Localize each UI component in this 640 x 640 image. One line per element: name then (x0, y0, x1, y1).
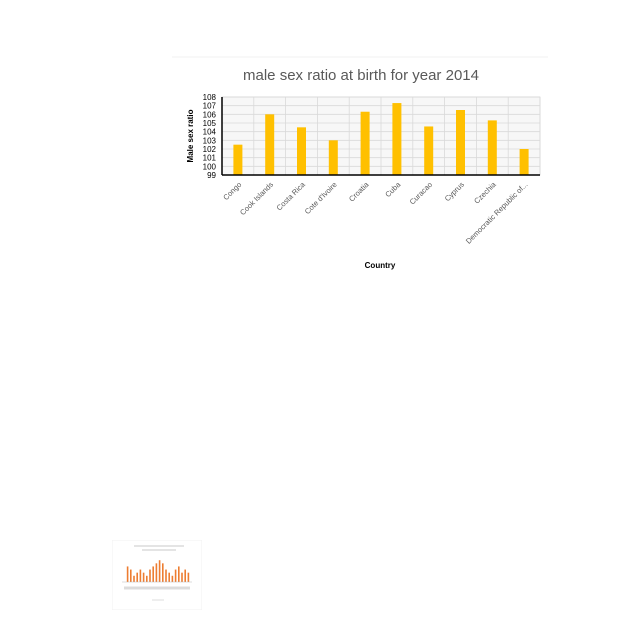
y-tick-label: 105 (203, 119, 217, 128)
bar (456, 110, 465, 175)
x-tick-label: Curacao (408, 180, 434, 206)
thumbnail-bar (155, 563, 158, 582)
bars (233, 103, 529, 175)
thumbnail-bar (168, 572, 170, 582)
thumbnail-bar (162, 563, 164, 582)
thumbnail-chart (112, 540, 202, 610)
thumbnail-bar (133, 575, 135, 582)
bar (328, 140, 338, 175)
x-axis-title: Country (365, 261, 396, 270)
y-axis-title: Male sex ratio (186, 109, 195, 162)
x-tick-label: Democratic Republic of... (464, 180, 530, 246)
y-tick-label: 104 (203, 128, 217, 137)
thumbnail-bar (126, 566, 129, 582)
bar (265, 114, 275, 175)
bar (392, 103, 402, 175)
thumbnail-bar (171, 575, 174, 582)
y-tick-label: 103 (203, 136, 217, 145)
bar (519, 149, 529, 175)
thumbnail-bar (187, 572, 190, 582)
bar (360, 111, 370, 175)
thumbnail-bar (174, 569, 177, 582)
x-tick-label: Cyprus (443, 180, 466, 203)
thumbnail-bar (130, 569, 132, 582)
y-tick-label: 108 (203, 93, 217, 102)
y-tick-label: 101 (203, 154, 217, 163)
x-tick-label: Cote d'Ivoire (303, 180, 339, 216)
x-tick-label: Croatia (347, 179, 371, 203)
bar (487, 120, 497, 175)
x-tick-label: Cuba (383, 179, 403, 199)
thumbnail-bar (139, 569, 142, 582)
bar (297, 127, 306, 175)
y-tick-label: 102 (203, 145, 217, 154)
thumbnail-bar (149, 569, 151, 582)
x-tick-label: Czechia (472, 179, 498, 205)
y-tick-label: 99 (207, 171, 216, 180)
thumbnail-bar (146, 575, 148, 582)
thumbnail-bar (158, 560, 161, 582)
thumbnail-bar (142, 572, 145, 582)
x-tick-label: Cook Islands (238, 180, 275, 217)
thumbnail-bar (136, 572, 138, 582)
thumbnail-bar (181, 572, 183, 582)
bar (233, 144, 243, 175)
bar (424, 126, 434, 175)
thumbnail-bar (152, 566, 154, 582)
x-tick-label: Costa Rica (275, 179, 308, 212)
thumbnail-bar (184, 569, 186, 582)
thumbnail-bars (126, 560, 190, 582)
chart-title: male sex ratio at birth for year 2014 (243, 67, 479, 84)
thumbnail-bar (165, 569, 167, 582)
y-tick-label: 106 (203, 110, 217, 119)
y-tick-label: 100 (203, 162, 217, 171)
thumbnail-bar (178, 566, 180, 582)
y-tick-label: 107 (203, 102, 217, 111)
x-tick-label: Congo (221, 180, 243, 202)
sex-ratio-chart: male sex ratio at birth for year 2014 99… (172, 56, 548, 270)
